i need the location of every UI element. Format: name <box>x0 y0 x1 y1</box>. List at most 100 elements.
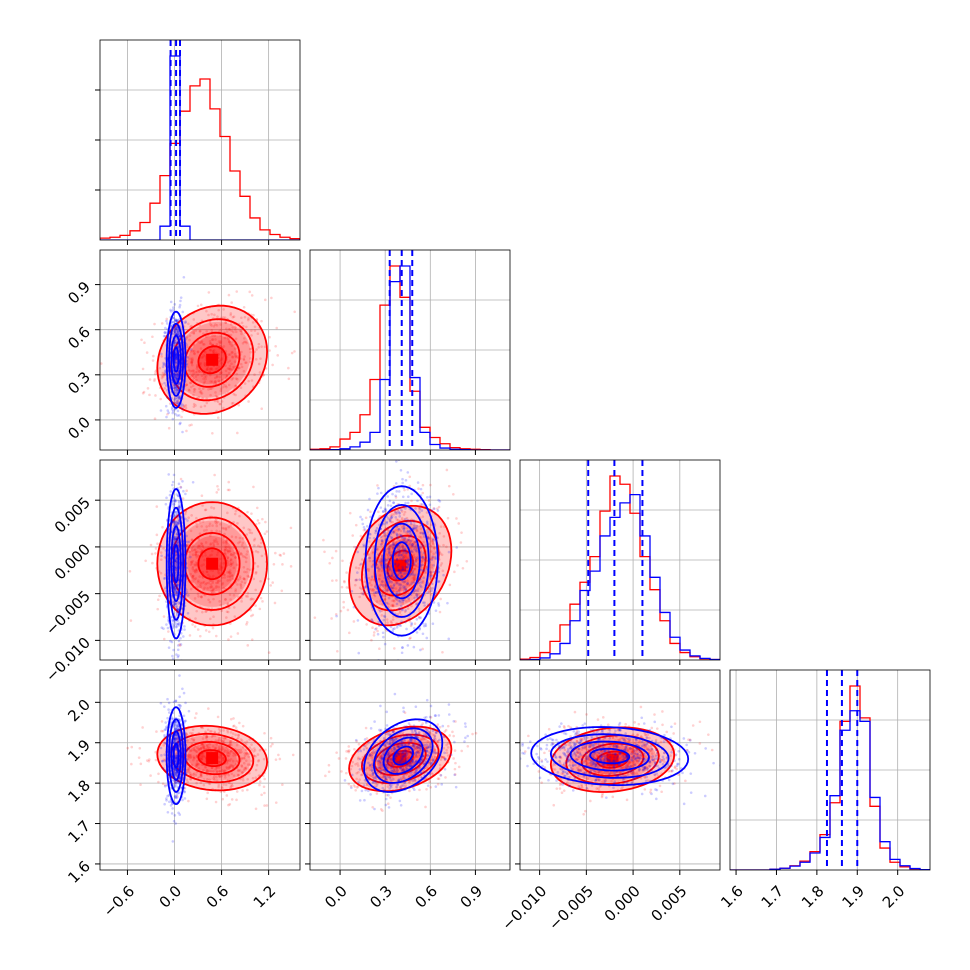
scatter-point <box>418 508 421 511</box>
scatter-point <box>390 544 394 547</box>
scatter-point <box>257 345 260 349</box>
scatter-point <box>340 585 344 589</box>
scatter-point <box>260 319 263 323</box>
scatter-point <box>235 759 239 763</box>
scatter-point <box>404 662 407 665</box>
scatter-point <box>174 353 178 357</box>
scatter-point <box>427 526 431 530</box>
scatter-point <box>174 357 177 360</box>
scatter-point <box>394 562 397 566</box>
scatter-point <box>401 608 404 612</box>
scatter-point <box>404 507 407 510</box>
scatter-point <box>412 568 415 571</box>
scatter-point <box>399 553 403 557</box>
scatter-point <box>372 588 376 592</box>
scatter-point <box>413 578 416 582</box>
scatter-point <box>207 598 210 602</box>
scatter-point <box>249 350 253 354</box>
scatter-point <box>174 386 178 390</box>
scatter-point <box>212 587 216 590</box>
scatter-point <box>172 520 176 523</box>
scatter-point <box>397 607 401 611</box>
scatter-point <box>232 392 236 396</box>
scatter-point <box>176 622 180 626</box>
scatter-point <box>219 328 223 332</box>
scatter-point <box>386 621 389 624</box>
scatter-point <box>209 348 212 352</box>
scatter-point <box>401 481 404 485</box>
scatter-point <box>174 532 178 536</box>
scatter-point <box>237 403 241 407</box>
scatter-point <box>385 589 389 592</box>
scatter-point <box>395 581 398 585</box>
scatter-point <box>190 549 194 552</box>
scatter-point <box>174 362 178 365</box>
scatter-point <box>397 568 401 572</box>
scatter-point <box>235 743 239 747</box>
scatter-point <box>174 401 178 405</box>
scatter-point <box>402 581 406 584</box>
scatter-point <box>408 484 411 488</box>
scatter-point <box>195 367 199 370</box>
scatter-point <box>194 552 198 556</box>
scatter-point <box>350 589 354 593</box>
scatter-point <box>427 537 430 540</box>
scatter-point <box>413 599 416 602</box>
scatter-point <box>389 504 393 508</box>
scatter-point <box>221 581 225 585</box>
scatter-point <box>238 577 242 580</box>
scatter-point <box>372 631 376 634</box>
scatter-point <box>194 568 197 572</box>
scatter-point <box>242 357 246 361</box>
scatter-point <box>175 341 178 345</box>
scatter-point <box>201 355 205 359</box>
scatter-point <box>400 620 403 623</box>
scatter-point <box>163 362 166 366</box>
scatter-point <box>376 492 379 495</box>
scatter-point <box>434 557 437 561</box>
scatter-point <box>161 371 165 375</box>
scatter-point <box>398 506 402 510</box>
scatter-point <box>224 369 228 373</box>
scatter-point <box>370 638 373 642</box>
scatter-point <box>173 522 177 525</box>
scatter-point <box>191 384 195 388</box>
scatter-point <box>243 766 247 770</box>
scatter-point <box>207 630 211 634</box>
scatter-point <box>169 300 173 304</box>
scatter-point <box>145 759 149 762</box>
scatter-point <box>386 574 390 578</box>
scatter-point <box>200 374 204 378</box>
scatter-point <box>194 570 197 574</box>
scatter-point <box>401 536 404 540</box>
scatter-point <box>178 505 182 508</box>
scatter-point <box>162 627 165 630</box>
scatter-point <box>231 340 234 344</box>
scatter-point <box>174 559 178 562</box>
scatter-point <box>184 733 188 736</box>
scatter-point <box>204 375 208 378</box>
scatter-point <box>405 562 409 565</box>
scatter-point <box>222 783 225 786</box>
scatter-point <box>224 598 227 601</box>
scatter-point <box>193 548 196 552</box>
scatter-point <box>210 324 213 327</box>
scatter-point <box>178 695 181 699</box>
scatter-point <box>232 717 235 720</box>
scatter-point <box>409 534 413 537</box>
scatter-point <box>174 559 178 563</box>
scatter-point <box>188 753 191 757</box>
scatter-point <box>213 334 217 338</box>
scatter-point <box>386 564 390 568</box>
scatter-point <box>313 616 317 619</box>
scatter-point <box>403 547 407 551</box>
scatter-point <box>191 623 194 626</box>
scatter-point <box>229 741 232 745</box>
scatter-point <box>174 584 178 588</box>
scatter-point <box>162 547 165 550</box>
scatter-point <box>425 511 429 514</box>
scatter-point <box>445 468 449 472</box>
scatter-point <box>390 537 394 540</box>
scatter-point <box>245 621 249 624</box>
scatter-point <box>250 638 254 641</box>
